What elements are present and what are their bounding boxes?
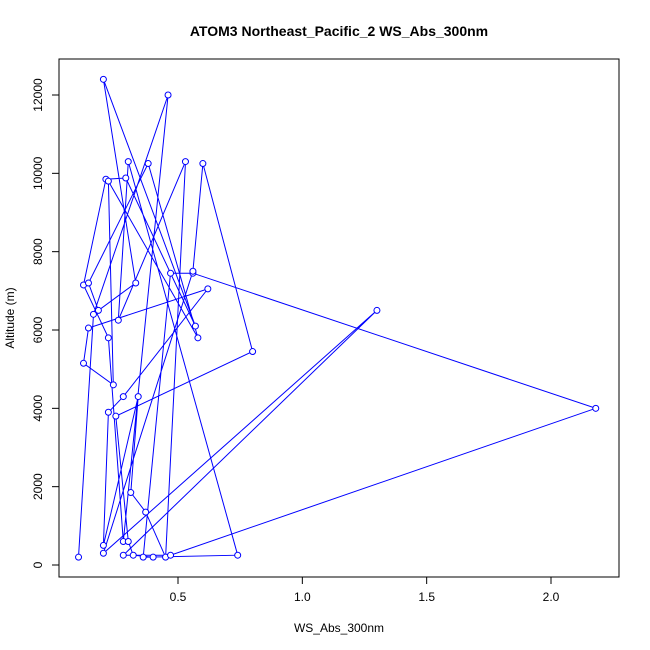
data-point	[119, 393, 127, 401]
data-point	[80, 359, 88, 367]
data-point	[84, 279, 92, 287]
data-point	[234, 551, 242, 559]
data-point	[109, 381, 117, 389]
data-point	[104, 408, 112, 416]
data-point	[127, 489, 135, 497]
series-lines	[78, 79, 598, 558]
data-point	[112, 412, 120, 420]
y-tick-label: 10000	[31, 156, 45, 190]
data-point	[104, 334, 112, 342]
data-point	[204, 285, 212, 293]
data-point	[199, 160, 207, 168]
data-point	[129, 551, 137, 559]
x-axis: 0.5 1.0 1.5 2.0	[170, 576, 560, 604]
data-point	[119, 551, 127, 559]
y-axis: 0 2000 4000 6000 8000 10000 12000	[31, 78, 60, 568]
data-point	[139, 553, 147, 561]
data-point	[189, 267, 197, 275]
data-point	[124, 538, 132, 545]
data-point	[104, 177, 112, 185]
y-tick-label: 8000	[31, 238, 45, 265]
data-point	[134, 393, 142, 401]
data-point	[99, 75, 107, 83]
y-tick-label: 2000	[31, 473, 45, 500]
data-point	[99, 541, 107, 549]
data-point	[181, 158, 189, 166]
data-point	[99, 549, 107, 557]
data-point	[194, 334, 202, 342]
data-point	[191, 322, 199, 330]
x-tick-label: 1.5	[418, 590, 435, 604]
series-line	[78, 79, 598, 558]
data-point	[132, 279, 140, 287]
data-point	[89, 310, 97, 318]
data-point	[149, 553, 157, 561]
data-point	[124, 158, 132, 166]
x-axis-label: WS_Abs_300nm	[294, 621, 384, 635]
chart-title: ATOM3 Northeast_Pacific_2 WS_Abs_300nm	[190, 23, 488, 39]
x-tick-label: 2.0	[543, 590, 560, 604]
plot-frame	[58, 58, 620, 578]
data-point	[142, 508, 150, 516]
data-point	[373, 306, 381, 314]
y-tick-label: 0	[31, 561, 45, 568]
series-points	[75, 75, 600, 561]
y-axis-label: Altitude (m)	[3, 287, 17, 348]
data-point	[122, 174, 130, 182]
data-point	[75, 553, 83, 561]
data-point	[592, 404, 600, 412]
data-point	[167, 551, 175, 559]
data-point	[94, 306, 102, 314]
y-tick-label: 12000	[31, 78, 45, 112]
y-tick-label: 6000	[31, 316, 45, 343]
x-tick-label: 1.0	[294, 590, 311, 604]
x-tick-label: 0.5	[170, 590, 187, 604]
data-point	[164, 91, 172, 99]
data-point	[84, 324, 92, 332]
data-point	[114, 316, 122, 324]
data-point	[167, 269, 175, 277]
data-point	[249, 348, 257, 356]
y-tick-label: 4000	[31, 395, 45, 422]
data-point	[144, 160, 152, 168]
